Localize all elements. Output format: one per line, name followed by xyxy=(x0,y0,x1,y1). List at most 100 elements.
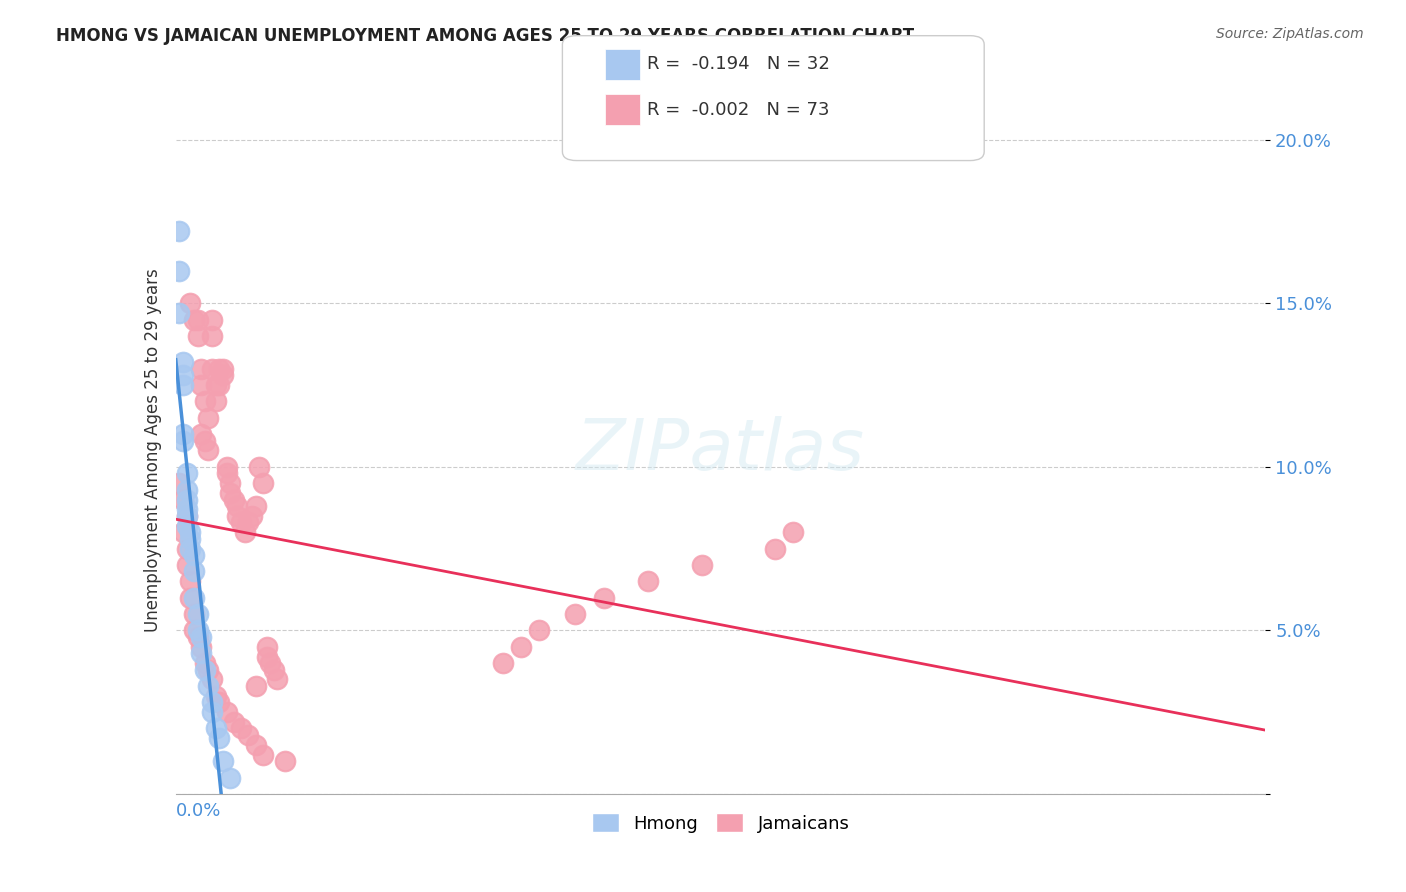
Point xyxy=(240,508,263,523)
Point xyxy=(194,656,217,670)
Point xyxy=(763,541,786,556)
Point xyxy=(204,394,226,409)
Text: Source: ZipAtlas.com: Source: ZipAtlas.com xyxy=(1216,27,1364,41)
Point xyxy=(176,518,198,533)
Point xyxy=(169,263,191,277)
Point xyxy=(172,525,194,540)
Point xyxy=(201,312,224,326)
Point xyxy=(204,722,226,736)
Point xyxy=(190,646,212,660)
Point xyxy=(197,410,219,425)
Point xyxy=(169,306,191,320)
Point xyxy=(179,532,201,546)
Point xyxy=(238,516,260,530)
Point xyxy=(197,679,219,693)
Point xyxy=(208,361,231,376)
Point xyxy=(190,361,212,376)
Text: HMONG VS JAMAICAN UNEMPLOYMENT AMONG AGES 25 TO 29 YEARS CORRELATION CHART: HMONG VS JAMAICAN UNEMPLOYMENT AMONG AGE… xyxy=(56,27,914,45)
Point xyxy=(176,508,198,523)
Point xyxy=(215,705,238,719)
Point xyxy=(219,486,242,500)
Point xyxy=(637,574,659,589)
Point xyxy=(238,728,260,742)
Point xyxy=(172,378,194,392)
Text: 0.0%: 0.0% xyxy=(176,802,221,820)
Point xyxy=(183,312,205,326)
Point xyxy=(226,499,249,513)
Point xyxy=(169,476,191,491)
Point xyxy=(190,427,212,442)
Point xyxy=(245,679,267,693)
Point xyxy=(201,329,224,343)
Point xyxy=(183,591,205,605)
Point xyxy=(204,689,226,703)
Point xyxy=(259,656,281,670)
Point xyxy=(194,434,217,448)
Point xyxy=(172,492,194,507)
Point xyxy=(782,525,804,540)
Point xyxy=(176,483,198,497)
Text: R =  -0.002   N = 73: R = -0.002 N = 73 xyxy=(647,101,830,119)
Point xyxy=(179,525,201,540)
Point xyxy=(527,624,550,638)
Point xyxy=(172,434,194,448)
Point xyxy=(179,574,201,589)
Y-axis label: Unemployment Among Ages 25 to 29 years: Unemployment Among Ages 25 to 29 years xyxy=(143,268,162,632)
Point xyxy=(231,516,253,530)
Point xyxy=(190,378,212,392)
Point xyxy=(208,731,231,746)
Point xyxy=(176,492,198,507)
Point xyxy=(593,591,616,605)
Point xyxy=(176,558,198,572)
Point xyxy=(201,705,224,719)
Point xyxy=(245,499,267,513)
Point xyxy=(183,607,205,621)
Point xyxy=(190,640,212,654)
Text: R =  -0.194   N = 32: R = -0.194 N = 32 xyxy=(647,55,830,73)
Point xyxy=(183,624,205,638)
Point xyxy=(692,558,714,572)
Point xyxy=(194,663,217,677)
Point xyxy=(201,673,224,687)
Point xyxy=(208,378,231,392)
Point xyxy=(226,508,249,523)
Point xyxy=(208,695,231,709)
Point xyxy=(197,663,219,677)
Point xyxy=(215,459,238,474)
Point xyxy=(256,649,278,664)
Point xyxy=(183,565,205,579)
Point xyxy=(222,492,245,507)
Point xyxy=(194,394,217,409)
Point xyxy=(274,754,297,768)
Point xyxy=(252,747,274,762)
Point xyxy=(245,738,267,752)
Point xyxy=(266,673,288,687)
Point xyxy=(197,443,219,458)
Point xyxy=(179,591,201,605)
Point xyxy=(172,355,194,369)
Point xyxy=(186,607,209,621)
Point xyxy=(212,361,235,376)
Point xyxy=(204,378,226,392)
Point xyxy=(233,525,256,540)
Point xyxy=(172,368,194,383)
Point xyxy=(492,656,515,670)
Text: ZIPatlas: ZIPatlas xyxy=(576,416,865,485)
Point xyxy=(201,695,224,709)
Point xyxy=(176,508,198,523)
Point xyxy=(564,607,586,621)
Point xyxy=(509,640,531,654)
Point xyxy=(186,630,209,644)
Point xyxy=(183,548,205,562)
Point xyxy=(176,467,198,481)
Point xyxy=(186,329,209,343)
Point xyxy=(215,467,238,481)
Point xyxy=(252,476,274,491)
Point xyxy=(256,640,278,654)
Legend: Hmong, Jamaicans: Hmong, Jamaicans xyxy=(585,806,856,839)
Point xyxy=(222,714,245,729)
Point xyxy=(179,541,201,556)
Point xyxy=(176,502,198,516)
Point xyxy=(190,630,212,644)
Point xyxy=(176,541,198,556)
